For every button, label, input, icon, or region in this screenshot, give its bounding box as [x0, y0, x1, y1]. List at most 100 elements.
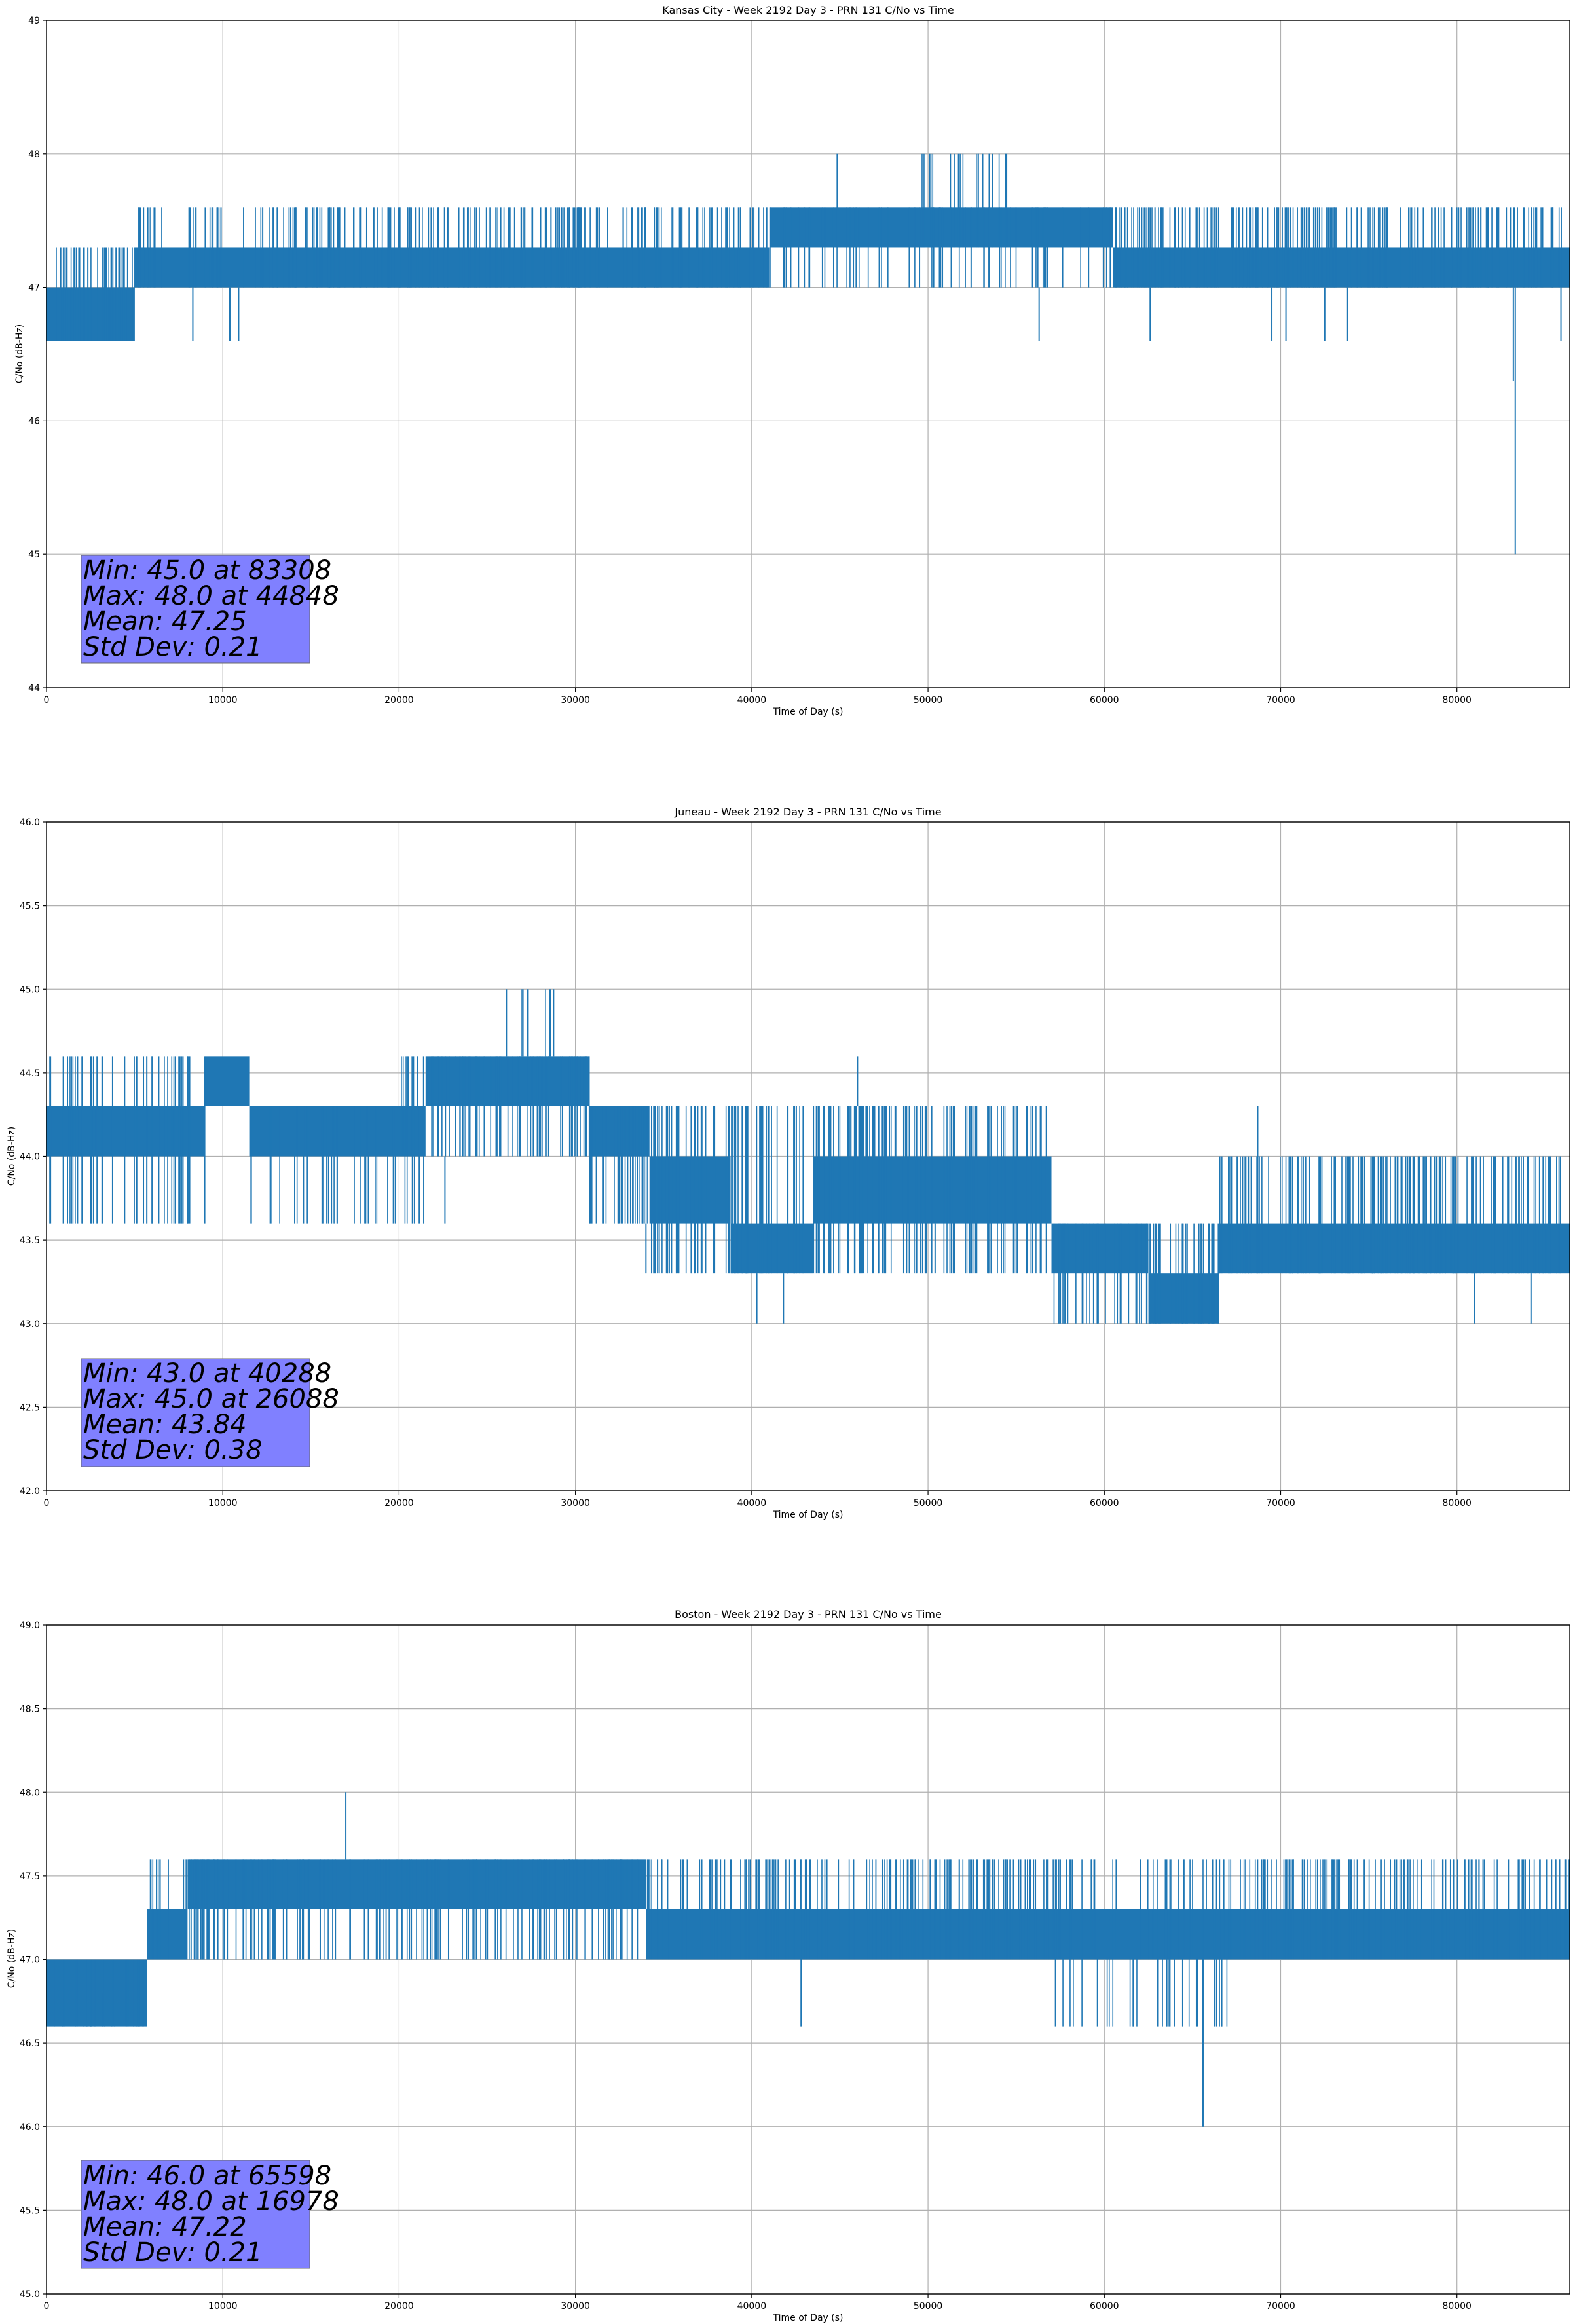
x-tick-label: 0 — [44, 1498, 50, 1509]
y-tick-label: 49.0 — [20, 1621, 40, 1631]
stats-box: Min: 46.0 at 65598 Max: 48.0 at 16978 Me… — [81, 2160, 339, 2269]
x-tick-label: 0 — [44, 695, 50, 705]
stats-min: Min: 45.0 at 83308 — [83, 555, 331, 586]
stats-box-background — [81, 2160, 310, 2269]
x-tick-label: 80000 — [1442, 2301, 1472, 2312]
y-tick-label: 43.0 — [20, 1319, 40, 1330]
stats-max: Max: 48.0 at 16978 — [83, 2186, 339, 2217]
cno-line-series — [46, 153, 1570, 555]
stats-std-dev: Std Dev: 0.21 — [83, 632, 263, 662]
juneau-chart: Juneau - Week 2192 Day 3 - PRN 131 C/No … — [7, 806, 1570, 1520]
x-tick-label: 60000 — [1090, 1498, 1119, 1509]
x-tick-label: 30000 — [561, 695, 590, 705]
cno-signal-band — [1219, 1223, 1570, 1274]
stats-mean: Mean: 43.84 — [83, 1410, 247, 1440]
axis-ticks: 0 10000 20000 30000 40000 50000 60000 70000 8000… — [28, 16, 1472, 705]
y-axis-label: C/No (dB-Hz) — [7, 1127, 17, 1186]
y-tick-label: 48.0 — [20, 1788, 40, 1798]
stats-box-background — [81, 555, 310, 664]
cno-signal-band — [813, 1156, 1052, 1224]
plot-frame — [46, 1624, 1570, 2295]
x-tick-label: 10000 — [208, 695, 238, 705]
x-tick-label: 20000 — [384, 2301, 414, 2312]
x-tick-label: 30000 — [561, 1498, 590, 1509]
y-tick-label: 46.5 — [20, 2038, 40, 2049]
axis-ticks: 0 10000 20000 30000 40000 50000 60000 70000 8000… — [20, 817, 1472, 1509]
cno-line-series — [46, 1792, 1570, 2127]
cno-signal-band — [1113, 247, 1570, 288]
y-tick-label: 44 — [28, 683, 40, 694]
cno-signal-band — [134, 247, 770, 288]
kansas-city-chart: Kansas City - Week 2192 Day 3 - PRN 131 … — [14, 4, 1570, 717]
cno-signal-band — [1051, 1223, 1149, 1274]
y-tick-label: 45.0 — [20, 984, 40, 995]
y-tick-label: 47.5 — [20, 1871, 40, 1882]
cno-signal-band — [649, 1156, 731, 1224]
x-tick-label: 40000 — [737, 1498, 767, 1509]
x-tick-label: 10000 — [208, 1498, 238, 1509]
stats-max: Max: 48.0 at 44848 — [83, 581, 339, 611]
y-tick-label: 48 — [28, 149, 40, 160]
y-tick-label: 42.0 — [20, 1486, 40, 1497]
x-axis-label: Time of Day (s) — [773, 2313, 844, 2323]
cno-signal-band — [46, 1959, 147, 2027]
x-tick-label: 50000 — [914, 2301, 943, 2312]
x-tick-label: 70000 — [1266, 695, 1295, 705]
boston-chart: Boston - Week 2192 Day 3 - PRN 131 C/No … — [7, 1608, 1570, 2323]
y-tick-label: 46.0 — [20, 2122, 40, 2133]
x-tick-label: 40000 — [737, 695, 767, 705]
x-tick-label: 30000 — [561, 2301, 590, 2312]
x-tick-label: 80000 — [1442, 1498, 1472, 1509]
y-tick-label: 45 — [28, 550, 40, 560]
stats-std-dev: Std Dev: 0.38 — [83, 1435, 263, 1465]
x-tick-label: 10000 — [208, 2301, 238, 2312]
x-axis-label: Time of Day (s) — [773, 707, 844, 717]
x-tick-label: 70000 — [1266, 2301, 1295, 2312]
cno-line-series — [46, 989, 1570, 1324]
x-tick-label: 80000 — [1442, 695, 1472, 705]
x-tick-label: 40000 — [737, 2301, 767, 2312]
y-tick-label: 44.5 — [20, 1068, 40, 1079]
y-tick-label: 46.0 — [20, 817, 40, 828]
y-tick-label: 45.5 — [20, 2205, 40, 2216]
x-tick-label: 0 — [44, 2301, 50, 2312]
cno-signal-band — [646, 1909, 1570, 1960]
y-tick-label: 45.0 — [20, 2289, 40, 2300]
chart-title: Boston - Week 2192 Day 3 - PRN 131 C/No … — [675, 1608, 942, 1621]
cno-signal-band — [147, 1909, 188, 1960]
stats-min: Min: 43.0 at 40288 — [83, 1359, 331, 1389]
y-tick-label: 45.5 — [20, 901, 40, 912]
x-tick-label: 20000 — [384, 695, 414, 705]
x-tick-label: 20000 — [384, 1498, 414, 1509]
y-tick-label: 44.0 — [20, 1152, 40, 1163]
stats-box: Min: 45.0 at 83308 Max: 48.0 at 44848 Me… — [81, 555, 339, 664]
y-tick-label: 47.0 — [20, 1955, 40, 1966]
y-tick-label: 46 — [28, 416, 40, 426]
x-axis-label: Time of Day (s) — [773, 1510, 844, 1520]
x-tick-label: 50000 — [914, 695, 943, 705]
y-tick-label: 49 — [28, 16, 40, 26]
stats-mean: Mean: 47.25 — [83, 607, 247, 637]
stats-max: Max: 45.0 at 26088 — [83, 1384, 339, 1414]
plot-frame — [46, 20, 1570, 688]
stats-box-background — [81, 1358, 310, 1467]
y-tick-label: 43.5 — [20, 1235, 40, 1246]
axis-ticks: 0 10000 20000 30000 40000 50000 60000 70000 8000… — [20, 1621, 1472, 2312]
cno-signal-band — [205, 1056, 250, 1106]
y-axis-label: C/No (dB-Hz) — [14, 324, 25, 383]
x-tick-label: 60000 — [1090, 695, 1119, 705]
stats-mean: Mean: 47.22 — [83, 2212, 247, 2242]
y-tick-label: 47 — [28, 283, 40, 293]
y-tick-label: 42.5 — [20, 1402, 40, 1413]
stats-min: Min: 46.0 at 65598 — [83, 2161, 331, 2191]
y-axis-label: C/No (dB-Hz) — [7, 1929, 17, 1988]
plot-frame — [46, 821, 1570, 1491]
x-tick-label: 50000 — [914, 1498, 943, 1509]
x-tick-label: 70000 — [1266, 1498, 1295, 1509]
x-tick-label: 60000 — [1090, 2301, 1119, 2312]
chart-title: Kansas City - Week 2192 Day 3 - PRN 131 … — [662, 4, 954, 16]
chart-title: Juneau - Week 2192 Day 3 - PRN 131 C/No … — [674, 806, 941, 818]
stats-std-dev: Std Dev: 0.21 — [83, 2238, 263, 2268]
y-tick-label: 48.5 — [20, 1704, 40, 1715]
